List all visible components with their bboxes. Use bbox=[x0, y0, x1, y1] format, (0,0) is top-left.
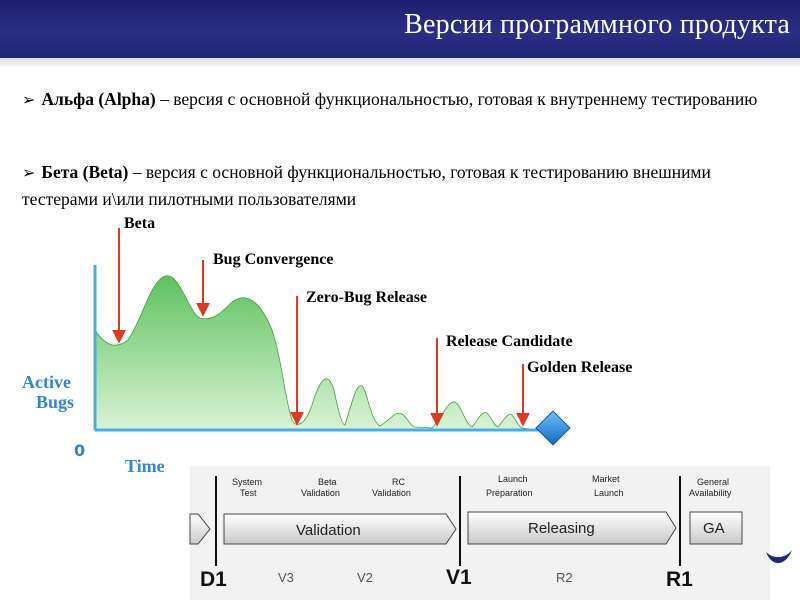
point-v1: V1 bbox=[446, 566, 472, 589]
phase-system-test: System bbox=[232, 477, 262, 487]
title-bar: Версии программного продукта bbox=[0, 0, 800, 66]
slide-title: Версии программного продукта bbox=[404, 9, 790, 40]
bug-curve bbox=[94, 275, 541, 431]
y-axis-label-active: Active bbox=[22, 372, 71, 392]
corner-decoration bbox=[766, 550, 792, 564]
bug-convergence-label: Bug Convergence bbox=[213, 251, 333, 268]
phase-releasing-label: Releasing bbox=[528, 520, 595, 537]
phase-bar-lead bbox=[189, 513, 211, 545]
golden-release-label: Golden Release bbox=[527, 359, 632, 376]
phase-bar-releasing bbox=[467, 511, 677, 545]
phase-general-availability: General bbox=[697, 477, 729, 487]
bullet-beta-term: Бета (Beta) bbox=[41, 162, 129, 182]
title-bar-background bbox=[0, 0, 800, 58]
phase-rc-validation: RC bbox=[392, 477, 405, 487]
bullet-alpha: ➢ Альфа (Alpha) – версия с основной функц… bbox=[22, 86, 782, 113]
point-r1: R1 bbox=[666, 568, 693, 591]
release-diagram: Active Bugs 0 Time Beta Bug Convergence … bbox=[22, 215, 792, 600]
phase-beta-validation-line2: Validation bbox=[301, 488, 340, 498]
beta-label: Beta bbox=[124, 215, 155, 232]
phase-bar-ga bbox=[689, 511, 743, 545]
point-d1: D1 bbox=[200, 568, 227, 591]
phase-launch-preparation-line2: Preparation bbox=[486, 488, 533, 498]
release-candidate-label: Release Candidate bbox=[446, 333, 573, 350]
title-bar-stripe bbox=[0, 58, 800, 66]
phase-validation-label: Validation bbox=[296, 522, 361, 539]
phase-market-launch: Market bbox=[592, 474, 620, 484]
bullet-beta-text: – версия с основной функциональностью, г… bbox=[22, 162, 711, 209]
phase-bar-validation bbox=[223, 513, 457, 545]
y-axis-zero-label: 0 bbox=[74, 441, 85, 460]
point-v2: V2 bbox=[357, 570, 373, 585]
phase-rc-validation-line2: Validation bbox=[372, 488, 411, 498]
bullet-arrow-icon: ➢ bbox=[22, 90, 36, 109]
x-axis-label: Time bbox=[125, 456, 165, 476]
phase-general-availability-line2: Availability bbox=[689, 488, 732, 498]
phase-ga-label: GA bbox=[703, 520, 725, 537]
bullet-alpha-term: Альфа (Alpha) bbox=[41, 89, 156, 109]
timeline: System Test Beta Validation RC Validatio… bbox=[189, 466, 770, 600]
y-axis-label-bugs: Bugs bbox=[36, 392, 74, 412]
point-v3: V3 bbox=[278, 570, 294, 585]
bullet-arrow-icon: ➢ bbox=[22, 163, 36, 182]
zero-bug-label: Zero-Bug Release bbox=[306, 289, 427, 306]
phase-launch-preparation: Launch bbox=[498, 474, 528, 484]
phase-system-test-line2: Test bbox=[240, 488, 257, 498]
phase-market-launch-line2: Launch bbox=[594, 488, 624, 498]
phase-beta-validation: Beta bbox=[318, 477, 337, 487]
bullet-beta: ➢ Бета (Beta) – версия с основной функцио… bbox=[22, 159, 782, 213]
bullet-alpha-text: – версия с основной функциональностью, г… bbox=[155, 89, 758, 109]
point-r2: R2 bbox=[556, 570, 573, 585]
golden-release-diamond bbox=[535, 410, 571, 446]
